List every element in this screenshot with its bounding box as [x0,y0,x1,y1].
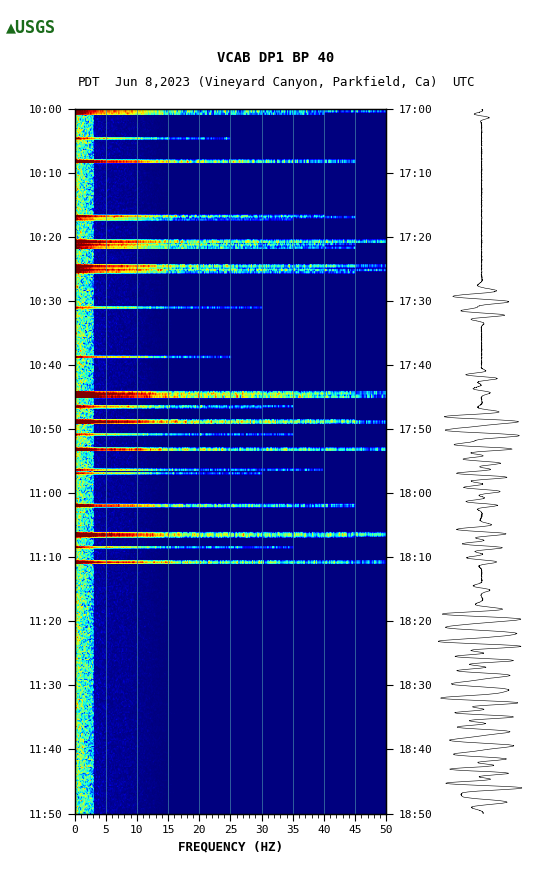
Text: ▲USGS: ▲USGS [6,19,56,37]
X-axis label: FREQUENCY (HZ): FREQUENCY (HZ) [178,841,283,854]
Text: VCAB DP1 BP 40: VCAB DP1 BP 40 [217,51,335,65]
Text: PDT: PDT [77,76,100,88]
Text: Jun 8,2023 (Vineyard Canyon, Parkfield, Ca): Jun 8,2023 (Vineyard Canyon, Parkfield, … [115,76,437,88]
Text: UTC: UTC [452,76,475,88]
